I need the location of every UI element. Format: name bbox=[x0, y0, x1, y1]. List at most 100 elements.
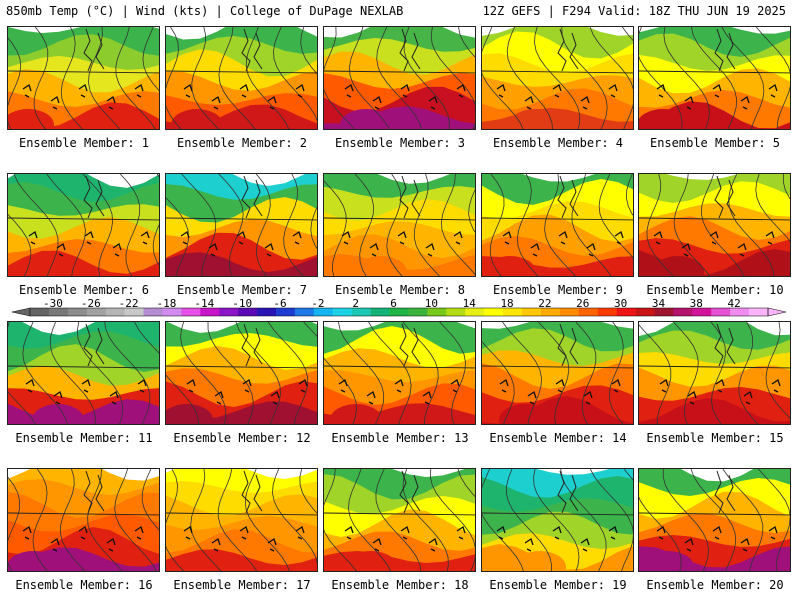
temperature-map bbox=[166, 27, 317, 129]
temperature-map bbox=[482, 174, 633, 276]
colorbar-swatch bbox=[30, 308, 50, 316]
temperature-map bbox=[639, 174, 790, 276]
colorbar-swatch bbox=[408, 308, 428, 316]
temperature-map bbox=[324, 174, 475, 276]
ensemble-map-panel bbox=[323, 173, 476, 277]
ensemble-member-label: Ensemble Member: 11 bbox=[15, 431, 153, 445]
ensemble-map-panel bbox=[165, 321, 318, 425]
colorbar-min-arrow bbox=[11, 307, 31, 317]
colorbar-swatch bbox=[257, 308, 277, 316]
colorbar-swatch bbox=[503, 308, 523, 316]
temperature-map bbox=[482, 27, 633, 129]
colorbar-tick-label: 34 bbox=[651, 297, 666, 310]
colorbar-tick-label: -2 bbox=[311, 297, 325, 310]
ensemble-member-label: Ensemble Member: 14 bbox=[489, 431, 627, 445]
colorbar-max-arrow bbox=[767, 307, 787, 317]
ensemble-member-label: Ensemble Member: 20 bbox=[646, 578, 784, 592]
temperature-map bbox=[8, 27, 159, 129]
colorbar-swatch bbox=[351, 308, 371, 316]
colorbar-tick-label: -26 bbox=[80, 297, 101, 310]
colorbar-swatch bbox=[219, 308, 239, 316]
colorbar-tick-label: -18 bbox=[156, 297, 177, 310]
colorbar-swatch bbox=[105, 308, 125, 316]
colorbar-swatch bbox=[597, 308, 617, 316]
ensemble-member-label: Ensemble Member: 7 bbox=[176, 283, 308, 297]
colorbar-swatch bbox=[540, 308, 561, 316]
ensemble-map-panel bbox=[481, 321, 634, 425]
header-title: 850mb Temp (°C) | Wind (kts) | College o… bbox=[6, 4, 404, 18]
ensemble-member-label: Ensemble Member: 19 bbox=[489, 578, 627, 592]
colorbar-swatch bbox=[86, 308, 106, 316]
temperature-map bbox=[482, 469, 633, 571]
ensemble-map-panel bbox=[323, 321, 476, 425]
temperature-map bbox=[324, 27, 475, 129]
temperature-map bbox=[482, 322, 633, 424]
ensemble-member-label: Ensemble Member: 15 bbox=[646, 431, 784, 445]
temperature-map bbox=[8, 322, 159, 424]
ensemble-map-panel bbox=[638, 321, 791, 425]
colorbar-tick-label: 2 bbox=[352, 297, 359, 310]
colorbar-tick-label: -10 bbox=[232, 297, 253, 310]
colorbar-tick-label: -14 bbox=[194, 297, 215, 310]
colorbar-tick-label: 42 bbox=[727, 297, 741, 310]
ensemble-map-panel bbox=[638, 468, 791, 572]
ensemble-member-label: Ensemble Member: 17 bbox=[173, 578, 311, 592]
colorbar-swatch bbox=[484, 308, 504, 316]
colorbar-swatch bbox=[67, 308, 88, 316]
colorbar-tick-label: 22 bbox=[538, 297, 552, 310]
colorbar-swatch bbox=[673, 308, 693, 316]
colorbar-swatch bbox=[522, 308, 542, 316]
colorbar-swatch bbox=[48, 308, 69, 316]
colorbar-swatch bbox=[578, 308, 598, 316]
colorbar-swatch bbox=[711, 308, 731, 316]
ensemble-map-panel bbox=[7, 173, 160, 277]
ensemble-member-label: Ensemble Member: 9 bbox=[492, 283, 624, 297]
ensemble-member-label: Ensemble Member: 4 bbox=[492, 136, 624, 150]
header-valid-time: 12Z GEFS | F294 Valid: 18Z THU JUN 19 20… bbox=[482, 4, 786, 18]
colorbar-tick-label: 26 bbox=[576, 297, 590, 310]
temperature-map bbox=[8, 469, 159, 571]
ensemble-member-label: Ensemble Member: 13 bbox=[331, 431, 469, 445]
colorbar-tick-label: 30 bbox=[613, 297, 628, 310]
colorbar-swatch bbox=[427, 308, 447, 316]
colorbar-swatch bbox=[370, 308, 390, 316]
colorbar-tick-label: -6 bbox=[273, 297, 287, 310]
colorbar-swatch bbox=[692, 308, 712, 316]
colorbar-swatch bbox=[162, 308, 182, 316]
colorbar-swatch bbox=[730, 308, 750, 316]
ensemble-member-label: Ensemble Member: 6 bbox=[18, 283, 150, 297]
colorbar-swatch bbox=[238, 308, 258, 316]
temperature-map bbox=[166, 174, 317, 276]
colorbar-swatch bbox=[143, 308, 163, 316]
ensemble-member-label: Ensemble Member: 5 bbox=[649, 136, 781, 150]
colorbar-tick-label: -22 bbox=[118, 297, 139, 310]
temperature-map bbox=[8, 174, 159, 276]
ensemble-map-panel bbox=[481, 173, 634, 277]
ensemble-map-panel bbox=[638, 26, 791, 130]
ensemble-map-panel bbox=[323, 468, 476, 572]
ensemble-member-label: Ensemble Member: 12 bbox=[173, 431, 311, 445]
colorbar-swatch bbox=[200, 308, 220, 316]
ensemble-map-panel bbox=[7, 26, 160, 130]
temperature-map bbox=[639, 469, 790, 571]
ensemble-map-panel bbox=[165, 173, 318, 277]
colorbar-tick-label: 14 bbox=[462, 297, 476, 310]
colorbar-swatch bbox=[332, 308, 352, 316]
temperature-map bbox=[166, 322, 317, 424]
colorbar-swatch bbox=[635, 308, 655, 316]
colorbar-swatch bbox=[294, 308, 315, 316]
colorbar-swatch bbox=[559, 308, 580, 316]
ensemble-map-panel bbox=[7, 468, 160, 572]
ensemble-member-label: Ensemble Member: 1 bbox=[18, 136, 150, 150]
temperature-map bbox=[324, 322, 475, 424]
ensemble-map-panel bbox=[165, 26, 318, 130]
colorbar-swatch bbox=[749, 308, 769, 316]
colorbar-swatch bbox=[616, 308, 636, 316]
ensemble-member-label: Ensemble Member: 2 bbox=[176, 136, 308, 150]
ensemble-map-panel bbox=[165, 468, 318, 572]
colorbar-swatch bbox=[181, 308, 201, 316]
ensemble-map-panel bbox=[638, 173, 791, 277]
colorbar-swatch bbox=[124, 308, 144, 316]
colorbar-swatch bbox=[654, 308, 674, 316]
ensemble-map-panel bbox=[481, 468, 634, 572]
